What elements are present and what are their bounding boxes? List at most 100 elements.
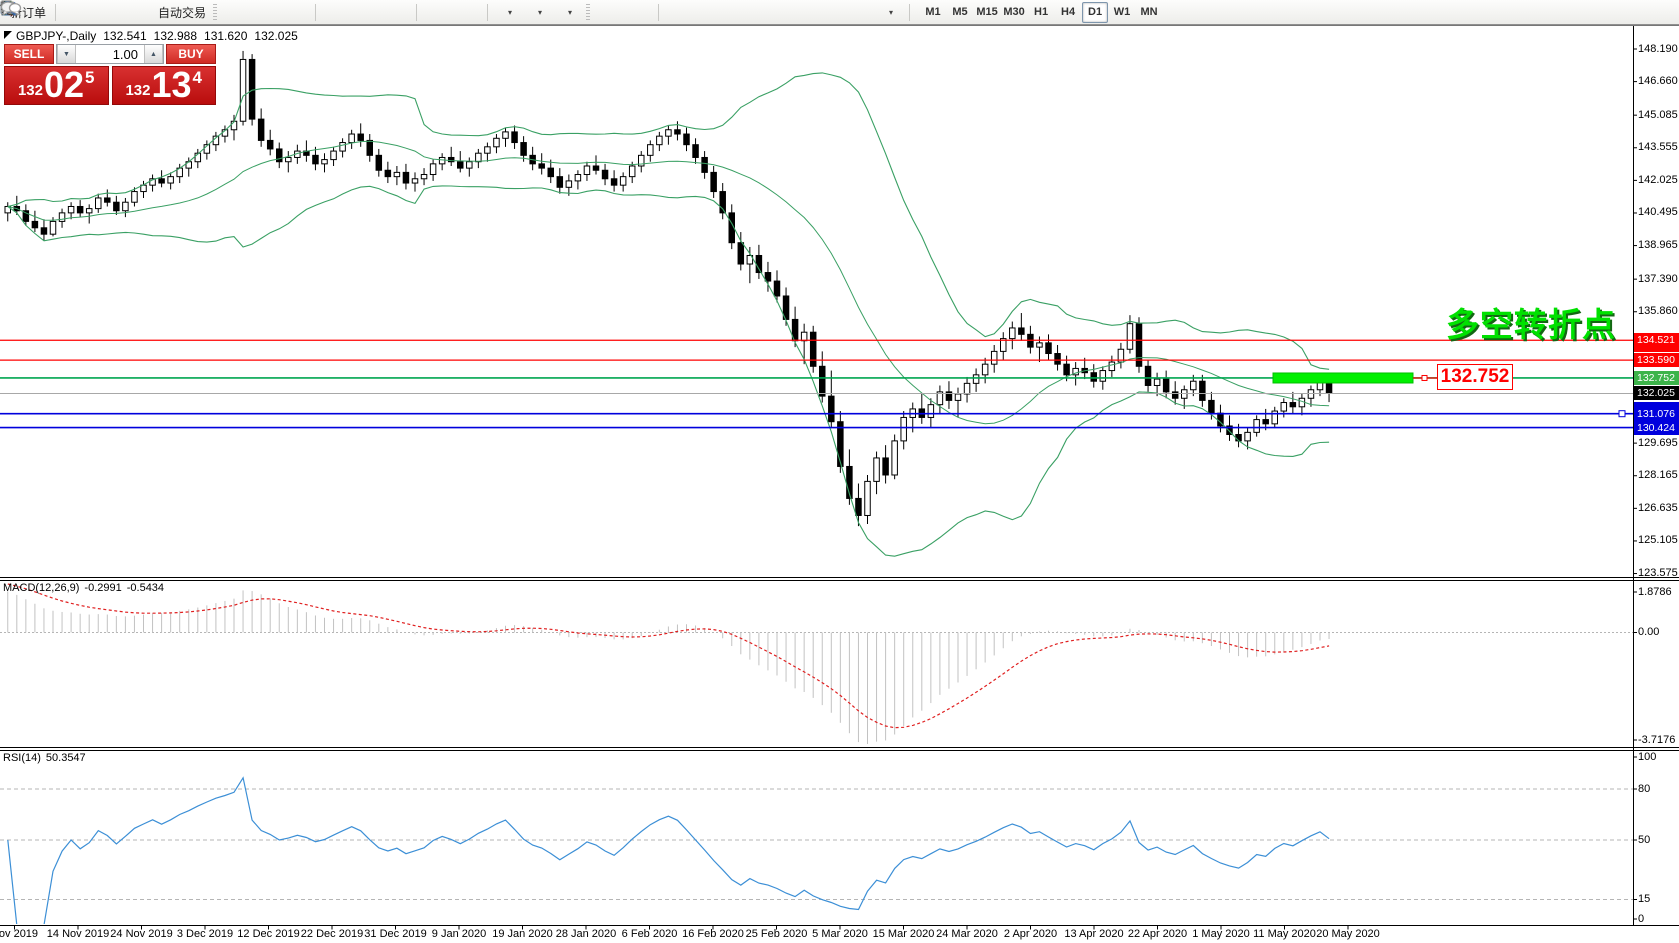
toolbar: 新订单 自动交易: [0, 0, 1679, 25]
clipped-badge: [1634, 402, 1679, 407]
price-level-badge: 132.025: [1634, 386, 1679, 401]
rsi-value: 50.3547: [45, 752, 86, 764]
date-label: 5 Mar 2020: [812, 928, 868, 940]
open-value: 132.541: [103, 29, 147, 43]
buy-price-display[interactable]: 132 13 4: [111, 66, 216, 105]
timeframe-button-mn[interactable]: MN: [1140, 6, 1158, 18]
macd-signal-value: -0.5434: [126, 582, 165, 594]
date-label: 24 Nov 2019: [110, 928, 173, 940]
sell-price-display[interactable]: 132 02 5: [4, 66, 109, 105]
macd-indicator-label: MACD(12,26,9) -0.2991 -0.5434: [3, 582, 164, 594]
rsi-axis-label: 100: [1638, 750, 1657, 763]
date-label: 19 Jan 2020: [492, 928, 553, 940]
toolbar-separator: [658, 3, 660, 21]
macd-axis-label: 1.8786: [1638, 586, 1672, 598]
macd-main-value: -0.2991: [84, 582, 122, 594]
date-label: 20 May 2020: [1316, 928, 1380, 940]
timeframe-button-m5[interactable]: M5: [952, 6, 968, 18]
date-label: Nov 2019: [0, 928, 39, 940]
toolbar-grip: [213, 4, 218, 20]
date-label: 9 Jan 2020: [431, 928, 487, 940]
price-tick-label: 123.575: [1638, 567, 1678, 580]
price-level-badge: 133.590: [1634, 353, 1679, 368]
toolbar-separator: [55, 3, 57, 21]
buy-button[interactable]: BUY: [166, 44, 216, 64]
timeframe-toolbar: M1 M5 M15 M30 H1 H4 D1 W1 MN: [920, 1, 1162, 23]
rsi-axis-label: 80: [1638, 782, 1651, 795]
date-label: 2 Apr 2020: [1003, 928, 1058, 940]
timeframe-button-h4[interactable]: H4: [1061, 6, 1076, 18]
symbol-marker-icon: [4, 31, 12, 39]
date-label: 22 Apr 2020: [1127, 928, 1188, 940]
price-tick-label: 125.105: [1638, 534, 1678, 547]
date-label: 12 Dec 2019: [237, 928, 300, 940]
date-label: 16 Feb 2020: [682, 928, 744, 940]
price-level-badge: 130.424: [1634, 420, 1679, 435]
symbol-period-label: GBPJPY-,Daily: [16, 29, 97, 43]
sell-price-big: 02: [44, 64, 85, 105]
macd-axis-label: 0.00: [1638, 626, 1660, 639]
rsi-indicator-label: RSI(14) 50.3547: [3, 752, 86, 764]
timeframe-button-m15[interactable]: M15: [976, 6, 998, 18]
toolbar-separator: [909, 3, 911, 21]
timeframe-button-h1[interactable]: H1: [1034, 6, 1049, 18]
dropdown-arrow-icon: ▾: [508, 7, 513, 17]
price-tick-label: 135.860: [1638, 305, 1678, 318]
sell-button[interactable]: SELL: [4, 44, 54, 64]
chart-title: GBPJPY-,Daily 132.541 132.988 131.620 13…: [4, 29, 298, 43]
date-label: 6 Feb 2020: [621, 928, 678, 940]
dropdown-arrow-icon: ▾: [568, 7, 573, 17]
clipped-badge: [1634, 347, 1679, 352]
buy-price-base: 132: [125, 82, 151, 99]
toolbar-separator: [416, 3, 418, 21]
price-tick-label: 138.965: [1638, 239, 1678, 252]
low-value: 131.620: [204, 29, 248, 43]
timeframe-button-m1[interactable]: M1: [925, 6, 941, 18]
rsi-name: RSI(14): [3, 752, 41, 764]
volume-input[interactable]: [76, 45, 144, 63]
macd-axis-label: -3.7176: [1638, 734, 1676, 746]
date-label: 11 May 2020: [1253, 928, 1316, 940]
autotrading-label: 自动交易: [158, 5, 207, 20]
timeframe-button-m30[interactable]: M30: [1003, 6, 1025, 18]
price-tick-label: 148.190: [1638, 42, 1678, 55]
volume-up-button[interactable]: ▲: [144, 45, 163, 63]
date-label: 14 Nov 2019: [46, 928, 110, 940]
price-tick-label: 143.555: [1638, 141, 1678, 154]
date-label: 31 Dec 2019: [364, 928, 427, 940]
buy-price-pip: 4: [192, 68, 203, 87]
price-tick-label: 145.085: [1638, 108, 1678, 121]
level-price-label[interactable]: 132.752: [1437, 364, 1513, 390]
date-label: 3 Dec 2019: [176, 928, 234, 940]
dropdown-arrow-icon: ▾: [538, 7, 543, 17]
date-label: 28 Jan 2020: [555, 928, 617, 940]
rsi-axis-label: 0: [1638, 912, 1645, 925]
price-tick-label: 126.635: [1638, 501, 1678, 514]
sell-price-base: 132: [17, 82, 43, 99]
date-label: 15 Mar 2020: [872, 928, 935, 940]
one-click-trading-panel: SELL ▼ ▲ BUY 132 02 5 132 13 4: [4, 44, 216, 105]
toolbar-grip: [586, 4, 591, 20]
date-label: 25 Feb 2020: [745, 928, 808, 940]
volume-down-button[interactable]: ▼: [57, 45, 76, 63]
timeframe-button-d1[interactable]: D1: [1082, 1, 1109, 23]
date-label: 24 Mar 2020: [936, 928, 998, 940]
rsi-axis-label: 50: [1638, 833, 1651, 846]
price-tick-label: 128.165: [1638, 469, 1678, 482]
turning-point-annotation: 多空转折点: [1446, 306, 1616, 343]
sell-price-pip: 5: [85, 68, 95, 87]
macd-name: MACD(12,26,9): [3, 582, 80, 594]
date-label: 22 Dec 2019: [300, 928, 364, 940]
price-tick-label: 140.495: [1638, 206, 1678, 219]
price-tick-label: 129.695: [1638, 436, 1678, 449]
dropdown-arrow-icon: ▾: [889, 7, 894, 17]
timeframe-button-w1[interactable]: W1: [1113, 6, 1131, 18]
close-value: 132.025: [254, 29, 298, 43]
rsi-axis-label: 15: [1638, 893, 1651, 905]
date-label: 13 Apr 2020: [1064, 928, 1124, 940]
price-tick-label: 137.390: [1638, 272, 1678, 285]
date-label: 1 May 2020: [1192, 928, 1250, 940]
price-level-badge: 131.076: [1634, 406, 1679, 421]
